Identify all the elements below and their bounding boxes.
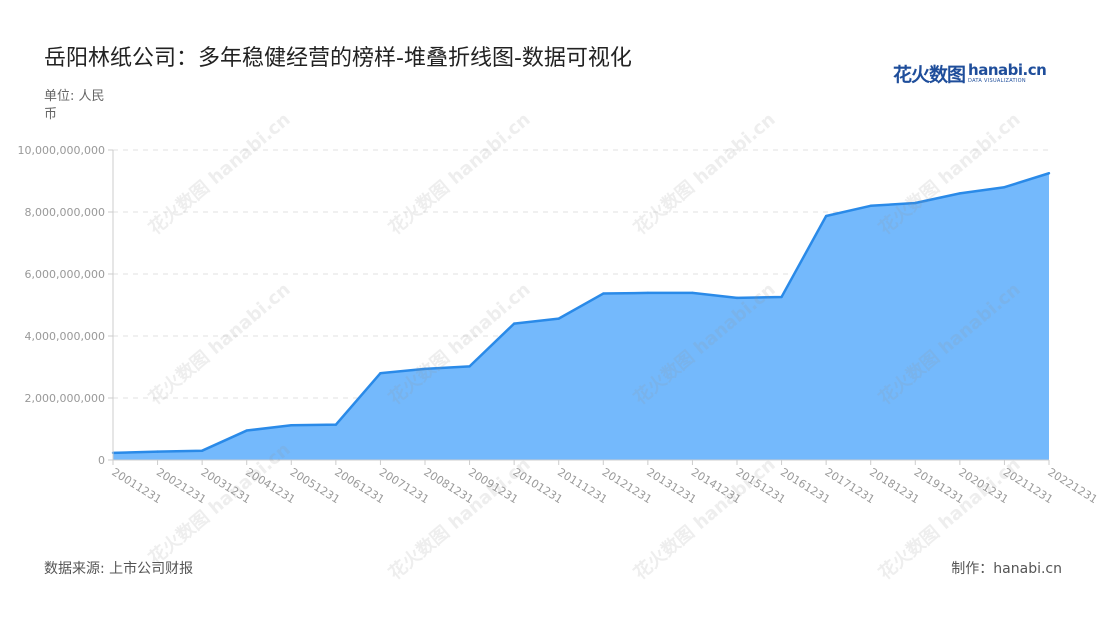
data-point bbox=[780, 295, 783, 299]
data-point bbox=[824, 214, 828, 218]
x-tick-label: 20161231 bbox=[778, 466, 832, 507]
series-line bbox=[112, 172, 1050, 455]
data-point bbox=[602, 292, 605, 295]
x-tick-label: 20011231 bbox=[109, 466, 163, 507]
x-tick-label: 20171231 bbox=[823, 466, 877, 507]
x-tick-label: 20111231 bbox=[555, 466, 609, 507]
unit-label: 单位: 人民币 bbox=[44, 89, 105, 122]
x-tick-labels: 2001123120021231200312312004123120051231… bbox=[109, 466, 1099, 507]
data-point bbox=[735, 296, 739, 300]
y-tick-labels: 0 2,000,000,000 4,000,000,000 6,000,000,000… bbox=[18, 144, 105, 467]
y-tick-label: 2,000,000,000 bbox=[25, 392, 105, 405]
data-point bbox=[512, 322, 516, 325]
data-point bbox=[468, 365, 471, 368]
chart-title: 岳阳林纸公司：多年稳健经营的榜样-堆叠折线图-数据可视化 bbox=[44, 46, 632, 71]
x-tick-label: 20021231 bbox=[154, 466, 208, 507]
x-tick-label: 20051231 bbox=[288, 466, 342, 507]
data-point bbox=[156, 450, 159, 453]
brand-logo-en-main: hanabi.cn bbox=[968, 60, 1047, 79]
data-point bbox=[379, 372, 382, 375]
y-tick-label: 10,000,000,000 bbox=[18, 144, 105, 157]
x-tick-label: 20181231 bbox=[867, 466, 921, 507]
data-point bbox=[200, 449, 204, 452]
x-tick-label: 20201231 bbox=[956, 466, 1010, 507]
area-fill bbox=[113, 173, 1049, 460]
data-point bbox=[557, 317, 560, 320]
x-tick-label: 20091231 bbox=[466, 466, 520, 507]
data-point bbox=[691, 291, 694, 295]
x-tick-label: 20061231 bbox=[332, 466, 386, 507]
data-point bbox=[1003, 186, 1006, 189]
data-point bbox=[869, 204, 872, 207]
x-tick-label: 20131231 bbox=[644, 466, 698, 507]
data-source: 数据来源: 上市公司财报 bbox=[44, 561, 194, 577]
brand-logo-cn: 花火数图 bbox=[893, 63, 966, 86]
data-point bbox=[290, 424, 293, 427]
data-point bbox=[423, 367, 427, 371]
x-tick-label: 20121231 bbox=[600, 466, 654, 507]
x-tick-label: 20071231 bbox=[377, 466, 431, 507]
data-point bbox=[958, 192, 962, 195]
y-tick-label: 6,000,000,000 bbox=[25, 268, 105, 281]
data-point bbox=[1047, 172, 1051, 175]
y-tick-label: 8,000,000,000 bbox=[25, 206, 105, 219]
data-point bbox=[245, 429, 248, 432]
x-tick-label: 20101231 bbox=[511, 466, 565, 507]
x-tick-label: 20151231 bbox=[733, 466, 787, 507]
x-tick-label: 20081231 bbox=[421, 466, 475, 507]
x-tick-label: 20041231 bbox=[243, 466, 297, 507]
data-point bbox=[334, 423, 338, 426]
data-point bbox=[914, 201, 917, 205]
y-tick-label: 4,000,000,000 bbox=[25, 330, 105, 343]
credit-text: 制作：hanabi.cn bbox=[951, 561, 1062, 577]
series-area bbox=[111, 172, 1051, 460]
x-tick-label: 20191231 bbox=[912, 466, 966, 507]
axes bbox=[108, 149, 1050, 465]
x-tick-label: 20211231 bbox=[1001, 466, 1055, 507]
x-tick-label: 20141231 bbox=[689, 466, 743, 507]
data-point bbox=[646, 291, 650, 295]
x-tick-label: 20031231 bbox=[199, 466, 253, 507]
brand-logo: 花火数图 hanabi.cn DATA VISUALIZATION bbox=[893, 60, 1047, 86]
x-tick-label: 20221231 bbox=[1045, 466, 1099, 507]
brand-logo-en: hanabi.cn DATA VISUALIZATION bbox=[968, 60, 1047, 84]
brand-logo-en-sub: DATA VISUALIZATION bbox=[968, 77, 1026, 84]
y-tick-label: 0 bbox=[98, 454, 105, 467]
